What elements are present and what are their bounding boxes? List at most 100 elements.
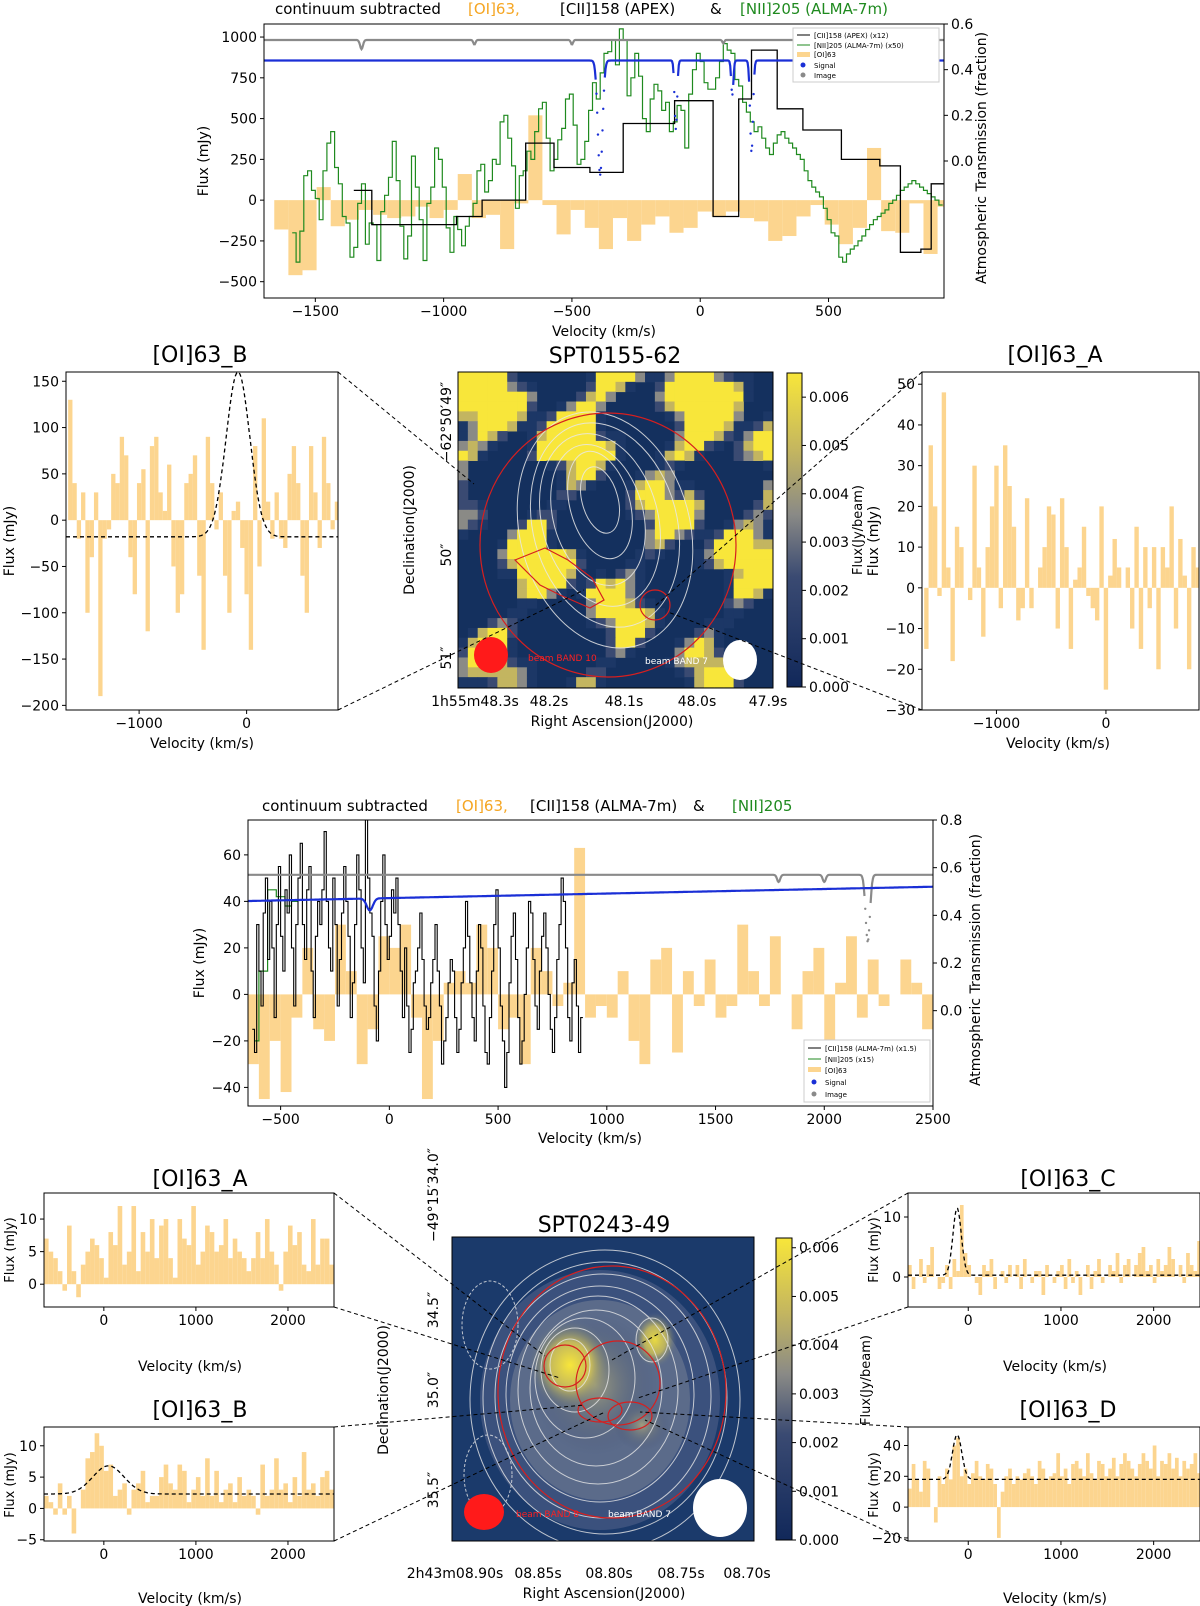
map-pixel: [467, 391, 479, 402]
spt0155-oi63b-bar: [214, 520, 219, 530]
spt0243-oi63-bar: [791, 994, 803, 1030]
map-pixel: [615, 372, 626, 383]
legend-oi-swatch: [797, 52, 810, 57]
spt0155-oi63b-bar: [201, 520, 206, 650]
spt0155-oi63a-frame: [921, 371, 1200, 711]
map-pixel: [585, 608, 597, 619]
spt0155-y2label: Atmospheric Transmission (fraction): [974, 32, 990, 284]
spt0243-oi63-bar: [508, 994, 520, 1018]
map-pixel: [458, 401, 469, 412]
spt0155-oi63-bar: [740, 200, 755, 219]
map-pixel: [615, 440, 626, 452]
spt0155-oi63b-bar: [235, 501, 241, 521]
map-pixel: [507, 401, 518, 412]
map-pixel: [566, 549, 577, 560]
map-pixel: [625, 618, 636, 629]
spt0243-xtick-label: 2000: [806, 1112, 842, 1128]
map-pixel: [694, 401, 705, 412]
spt0155-oi63a-bar: [1173, 587, 1179, 629]
spt0155-oi63a-ytick-label: −30: [885, 703, 915, 719]
spt0155-oi63b-bar: [278, 520, 284, 539]
spt0155-oi63a-bar: [950, 587, 955, 662]
spt0155-oi63a-bar: [1038, 567, 1043, 588]
map-pixel: [477, 667, 488, 678]
legend2-oi-swatch: [808, 1067, 821, 1072]
map-pixel: [635, 549, 646, 560]
map-pixel: [694, 519, 705, 530]
map-pixel: [615, 637, 626, 649]
map-pixel: [615, 598, 626, 609]
spt0243-oi63a-bar: [186, 1245, 192, 1285]
map-pixel: [487, 391, 498, 402]
map-pixel: [635, 568, 646, 580]
spt0155-oi63b-bar: [171, 520, 176, 567]
spt0243-oi63c-bar: [1193, 1271, 1198, 1277]
spt0243-oi63c-bar: [1119, 1277, 1124, 1283]
spt0155-oi63a-bar: [1055, 587, 1060, 629]
map-pixel: [458, 440, 469, 452]
spt0155-oi63b-bar: [162, 510, 168, 521]
map-pixel: [704, 421, 715, 432]
map-pixel: [517, 391, 528, 402]
spt0243-oi63b-bar: [140, 1470, 146, 1509]
map-pixel: [664, 372, 675, 383]
spt0243-oi63d-bar: [1156, 1476, 1161, 1508]
spt0155-oi63a-bar: [1007, 486, 1012, 588]
spt0243-oi63a-bar: [136, 1271, 141, 1285]
map-pixel: [664, 411, 675, 422]
spt0243-oi63d-bar: [1089, 1473, 1094, 1508]
map-pixel: [497, 411, 508, 422]
map-pixel: [733, 578, 744, 589]
spt0243-oi63c-bar: [1063, 1277, 1068, 1289]
spt0243-oi63c-bar: [1008, 1265, 1012, 1277]
spt0243-map-ra-ticks: 2h43m08.90s 08.85s 08.80s 08.75s 08.70s: [407, 1566, 771, 1582]
map-pixel: [635, 559, 646, 570]
spt0155-oi63a-bar: [1160, 547, 1166, 588]
spt0155-dec-tick-2: 51″: [439, 646, 455, 669]
spt0243-oi63a-bar: [324, 1238, 330, 1285]
spt0155-oi63b-bar: [106, 520, 112, 530]
map-pixel: [743, 588, 754, 599]
spt0243-oi63b-ytick-label: 5: [28, 1470, 37, 1486]
spt0155-signal-transmission-dip-point: [673, 114, 677, 118]
map-pixel: [664, 480, 675, 491]
spt0243-oi63a-bar: [172, 1277, 178, 1285]
spt0243-oi63b-bar: [269, 1489, 275, 1509]
spt0243-oi63b-bar: [297, 1495, 302, 1509]
spt0155-oi63a-bar: [1143, 547, 1148, 588]
spt0243-oi63a-bar: [126, 1251, 132, 1285]
map-pixel: [674, 637, 685, 649]
spt0243-oi63d-bar: [1167, 1453, 1172, 1508]
spt0155-aperture-B: [513, 547, 605, 609]
spt0155-oi63b-bar: [274, 492, 279, 521]
spt0243-oi63d-bar: [1041, 1468, 1046, 1508]
map-pixel: [487, 421, 498, 432]
spt0243-oi63a-bar: [306, 1271, 311, 1285]
spt0243-oi63d-bar: [1152, 1445, 1157, 1508]
spt0155-oi63a-ytick-label: 0: [906, 581, 915, 597]
spt0243-oi63d-bar: [1130, 1468, 1135, 1508]
map-pixel: [458, 677, 469, 688]
spt0243-oi63a-bar: [182, 1238, 187, 1285]
spt0155-oi63a-bar: [1191, 547, 1196, 588]
spt0155-ra-tick-1: 48.2s: [530, 694, 568, 710]
colorbar-tick-label: 0.002: [799, 1436, 839, 1452]
map-pixel: [517, 568, 528, 580]
map-pixel: [546, 440, 557, 452]
map-pixel: [605, 381, 616, 393]
spt0243-oi63-bar: [682, 971, 694, 995]
spt0243-ra-tick-1: 08.85s: [514, 1566, 561, 1582]
spt0243-oi63c-ytick-label: 10: [883, 1210, 901, 1226]
map-pixel: [635, 470, 646, 481]
spt0243-oi63b-bar: [44, 1495, 49, 1509]
spt0243-oi63-bar: [313, 994, 325, 1030]
map-pixel: [546, 431, 557, 442]
spt0155-oi63a-bar: [1165, 567, 1170, 588]
spt0243-oi63-bar: [650, 959, 662, 995]
spt0155-oi63a-bar: [1138, 587, 1144, 649]
spt0155-spectrum-plot: −1500 −1000 −500 0 500 −500 −250 0 250 500 750 1000…: [219, 17, 974, 320]
spt0243-oi63-bar: [302, 947, 314, 995]
spt0243-spectrum-plot: −500 0 500 1000 1500 2000 2500 −40 −20 0 20 40 60 0.0…: [211, 813, 962, 1128]
spt0243-oi63b-bar: [57, 1483, 63, 1509]
spt0243-aperture-C: [575, 1340, 661, 1426]
